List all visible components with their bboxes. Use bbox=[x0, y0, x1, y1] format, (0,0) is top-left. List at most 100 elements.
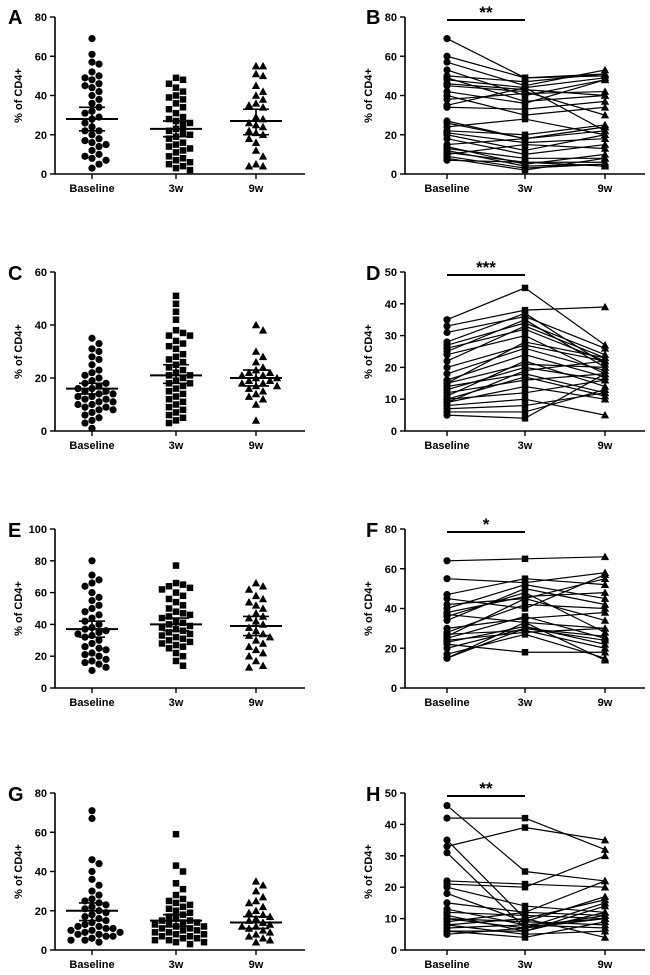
data-point bbox=[600, 369, 610, 378]
y-tick-label-f: 40 bbox=[385, 604, 397, 616]
data-point bbox=[88, 164, 96, 172]
data-point bbox=[88, 895, 96, 903]
y-tick-label-g: 80 bbox=[35, 788, 47, 800]
data-point bbox=[165, 356, 173, 363]
data-point bbox=[172, 345, 180, 353]
data-point bbox=[165, 613, 173, 620]
data-point bbox=[81, 109, 89, 117]
x-tick-label-h: Baseline bbox=[424, 959, 469, 971]
data-point bbox=[251, 347, 261, 355]
data-point bbox=[251, 138, 261, 146]
data-point bbox=[74, 930, 82, 938]
data-point bbox=[88, 856, 96, 864]
y-axis-label-d: % of CD4+ bbox=[363, 324, 375, 379]
data-point bbox=[81, 920, 89, 929]
data-point bbox=[600, 914, 610, 922]
y-tick-label-h: 20 bbox=[385, 882, 397, 894]
panel-d: D 0 10 20 30 40 50 % of CD4+ Baseline 3w 9w *** bbox=[363, 258, 645, 452]
data-point bbox=[258, 61, 268, 70]
y-tick-label-c: 20 bbox=[35, 373, 47, 385]
data-point bbox=[165, 160, 173, 168]
data-point bbox=[600, 933, 610, 941]
paired-lines-d bbox=[443, 284, 610, 422]
data-point bbox=[74, 922, 82, 931]
y-axis-label-h: % of CD4+ bbox=[363, 844, 375, 899]
data-point bbox=[265, 928, 275, 936]
data-point bbox=[81, 137, 89, 145]
data-point bbox=[88, 657, 96, 665]
data-point bbox=[200, 931, 208, 938]
data-point bbox=[172, 164, 180, 172]
data-point bbox=[172, 633, 180, 641]
data-point bbox=[95, 636, 103, 644]
data-point bbox=[95, 620, 103, 629]
data-point bbox=[88, 58, 96, 66]
data-point bbox=[186, 380, 194, 387]
data-point bbox=[88, 334, 96, 342]
data-point bbox=[179, 903, 187, 911]
data-point bbox=[258, 594, 268, 603]
data-point bbox=[95, 938, 103, 946]
data-point bbox=[443, 103, 451, 111]
data-point bbox=[272, 381, 282, 390]
series-e-9w bbox=[230, 578, 282, 671]
data-point bbox=[172, 862, 180, 869]
data-point bbox=[600, 580, 610, 588]
data-point bbox=[600, 845, 610, 853]
data-point bbox=[265, 368, 275, 377]
data-point bbox=[165, 629, 173, 636]
data-point bbox=[186, 611, 194, 619]
data-point bbox=[95, 72, 103, 80]
data-point bbox=[521, 389, 529, 397]
data-point bbox=[443, 575, 451, 583]
data-point bbox=[443, 842, 451, 850]
data-point bbox=[172, 938, 180, 946]
data-point bbox=[200, 938, 208, 946]
y-tick-label-b: 60 bbox=[385, 51, 397, 63]
data-point bbox=[186, 909, 194, 916]
data-point bbox=[600, 883, 610, 891]
data-point bbox=[102, 916, 110, 925]
data-point bbox=[443, 930, 451, 938]
data-point bbox=[258, 648, 268, 657]
data-point bbox=[165, 897, 173, 905]
data-point bbox=[521, 648, 529, 656]
y-tick-label-f: 20 bbox=[385, 643, 397, 655]
data-point bbox=[251, 938, 261, 946]
data-point bbox=[600, 134, 610, 142]
data-point bbox=[81, 651, 89, 659]
data-point bbox=[186, 332, 194, 339]
data-point bbox=[244, 118, 254, 127]
data-point bbox=[179, 340, 187, 347]
data-point bbox=[88, 814, 96, 823]
data-point bbox=[95, 644, 103, 652]
data-point bbox=[521, 605, 529, 612]
data-point bbox=[443, 66, 451, 74]
data-point bbox=[88, 139, 96, 147]
data-point bbox=[244, 652, 254, 660]
data-point bbox=[193, 934, 201, 942]
data-point bbox=[600, 69, 610, 78]
data-point bbox=[258, 363, 268, 371]
data-point bbox=[186, 584, 194, 592]
y-axis-label-f: % of CD4+ bbox=[363, 581, 375, 636]
data-point bbox=[88, 557, 96, 565]
data-point bbox=[443, 644, 451, 652]
data-point bbox=[165, 419, 173, 427]
x-tick-label-g: Baseline bbox=[69, 959, 114, 971]
data-point bbox=[81, 658, 89, 667]
data-point bbox=[165, 605, 173, 612]
data-point bbox=[179, 592, 187, 600]
data-point bbox=[74, 630, 82, 638]
data-point bbox=[258, 395, 268, 403]
data-point bbox=[88, 361, 96, 369]
data-point bbox=[251, 591, 261, 600]
data-point bbox=[443, 357, 451, 365]
data-point bbox=[521, 84, 529, 91]
panel-letter-h: H bbox=[366, 784, 380, 806]
data-point bbox=[600, 110, 610, 119]
data-point bbox=[521, 625, 529, 632]
data-point bbox=[165, 342, 173, 350]
data-point bbox=[179, 139, 187, 146]
x-tick-label-e: Baseline bbox=[69, 697, 114, 709]
